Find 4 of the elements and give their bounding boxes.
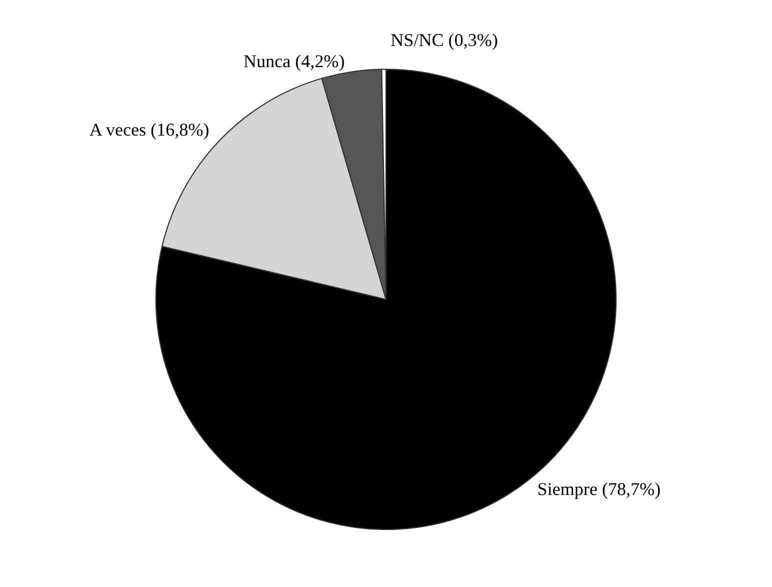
slice-label: A veces (16,8%) xyxy=(90,123,208,140)
slice-label: Nunca (4,2%) xyxy=(244,54,344,72)
slice-label: NS/NC (0,3%) xyxy=(391,33,498,50)
slice-label: Siempre (78,7%) xyxy=(538,482,660,499)
